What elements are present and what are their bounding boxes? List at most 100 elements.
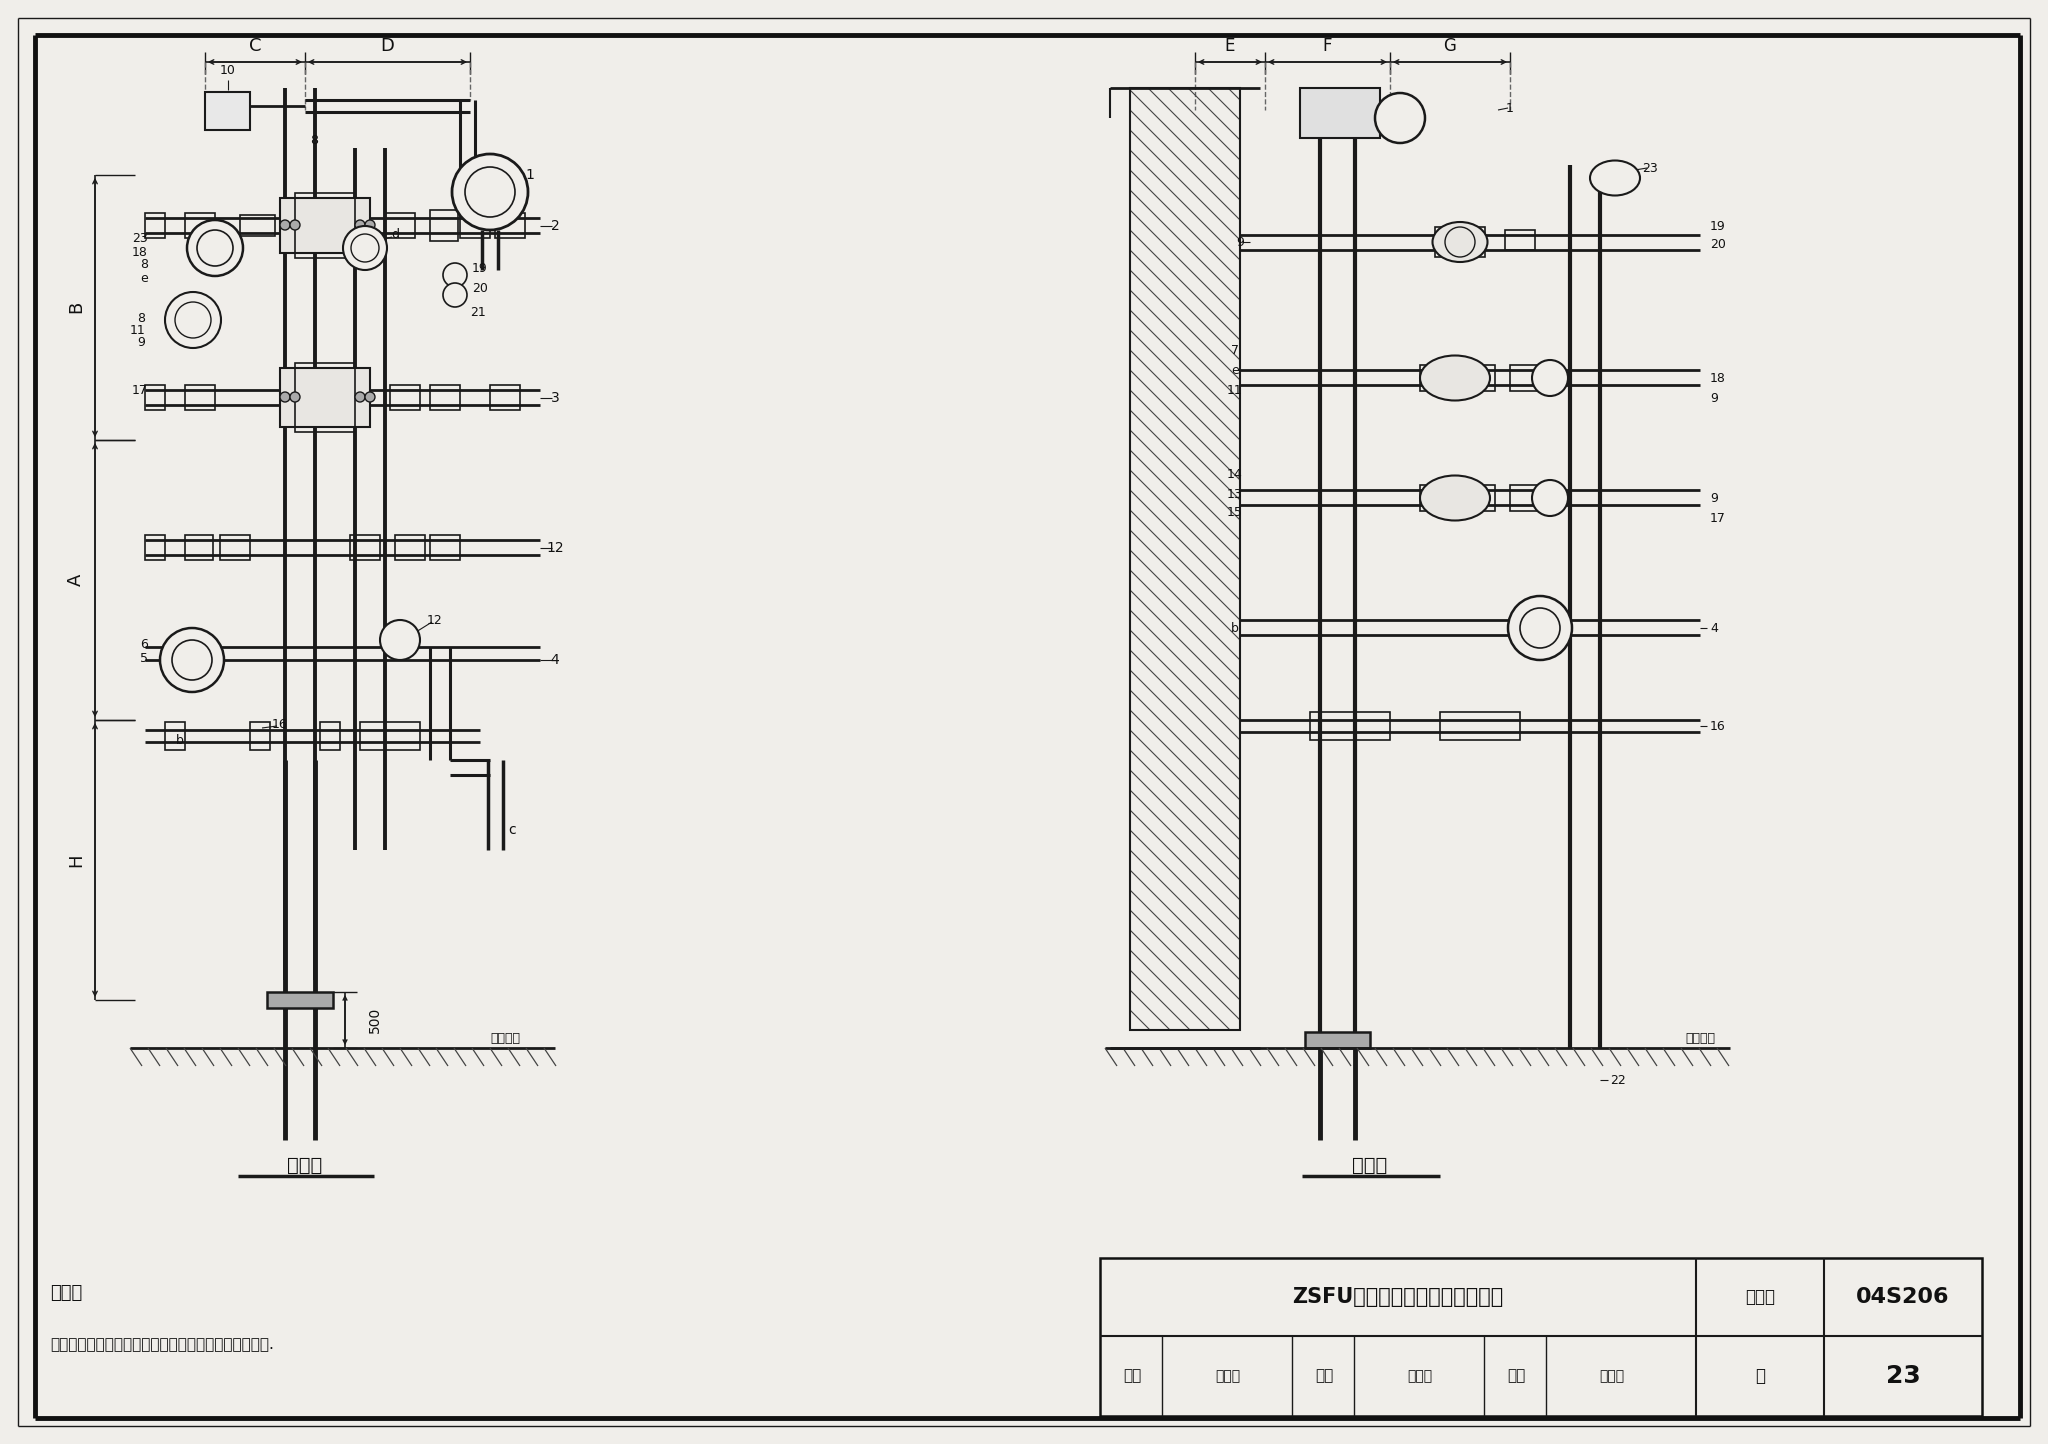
Bar [461, 214, 489, 238]
Text: 23: 23 [1642, 162, 1659, 175]
Circle shape [1532, 360, 1569, 396]
Bar [1509, 365, 1540, 391]
Text: ZSFU系列预作用报警阀组安装图: ZSFU系列预作用报警阀组安装图 [1292, 1287, 1503, 1307]
Text: e: e [1231, 364, 1239, 377]
Text: b: b [176, 734, 184, 747]
Text: 19: 19 [473, 261, 487, 274]
Text: 12: 12 [547, 542, 563, 554]
Circle shape [160, 628, 223, 692]
Circle shape [442, 283, 467, 308]
Bar [145, 386, 166, 410]
Bar [184, 534, 213, 560]
Bar [350, 534, 381, 560]
Text: 正视图: 正视图 [287, 1155, 324, 1174]
Bar [1419, 365, 1495, 391]
Bar [184, 386, 215, 410]
Text: 8: 8 [309, 133, 317, 146]
Bar [430, 534, 461, 560]
Text: 1: 1 [526, 168, 535, 182]
Circle shape [381, 619, 420, 660]
Bar [205, 92, 250, 130]
Text: G: G [1444, 38, 1456, 55]
Text: 页: 页 [1755, 1367, 1765, 1385]
Text: 6: 6 [139, 638, 147, 651]
Bar [145, 534, 166, 560]
Bar [1419, 485, 1495, 511]
Text: 11: 11 [129, 323, 145, 336]
Text: E: E [1225, 38, 1235, 55]
Circle shape [342, 227, 387, 270]
Text: 说明：: 说明： [49, 1284, 82, 1302]
Text: 1: 1 [1505, 101, 1513, 114]
Circle shape [365, 391, 375, 401]
Bar [1436, 227, 1485, 257]
Text: 18: 18 [133, 247, 147, 260]
Bar [430, 386, 461, 410]
Bar [250, 722, 270, 749]
Text: 18: 18 [1710, 371, 1726, 384]
Text: 17: 17 [1710, 511, 1726, 524]
Bar [166, 722, 184, 749]
Text: 王小冲: 王小冲 [1214, 1369, 1241, 1383]
Text: 卢石刚: 卢石刚 [1407, 1369, 1432, 1383]
Text: D: D [381, 38, 393, 55]
Ellipse shape [1419, 355, 1491, 400]
Text: C: C [248, 38, 262, 55]
Text: 5: 5 [139, 651, 147, 664]
Bar [184, 214, 215, 238]
Text: 侧视图: 侧视图 [1352, 1155, 1389, 1174]
Text: 04S206: 04S206 [1855, 1287, 1950, 1307]
Bar [281, 368, 371, 427]
Bar [1305, 1032, 1370, 1048]
Bar [1505, 230, 1536, 250]
Bar [489, 386, 520, 410]
Text: 9: 9 [1237, 235, 1243, 248]
Text: 4: 4 [1710, 621, 1718, 634]
Text: 500: 500 [369, 1006, 383, 1032]
Text: 23: 23 [133, 231, 147, 244]
Text: d: d [391, 228, 399, 241]
Bar [1300, 88, 1380, 139]
Circle shape [442, 263, 467, 287]
Text: F: F [1323, 38, 1331, 55]
Text: B: B [68, 300, 86, 313]
Text: 16: 16 [1710, 719, 1726, 732]
Circle shape [1532, 479, 1569, 516]
Bar [319, 722, 340, 749]
Circle shape [1507, 596, 1573, 660]
Circle shape [186, 219, 244, 276]
Circle shape [166, 292, 221, 348]
Text: 11: 11 [1227, 384, 1243, 397]
Circle shape [453, 155, 528, 230]
Circle shape [354, 391, 365, 401]
Text: 19: 19 [1710, 221, 1726, 234]
Text: 高红兰: 高红兰 [1599, 1369, 1624, 1383]
Ellipse shape [1589, 160, 1640, 195]
Bar [145, 214, 166, 238]
Circle shape [291, 219, 299, 230]
Bar [496, 214, 524, 238]
Text: 21: 21 [471, 306, 485, 319]
Bar [1130, 88, 1239, 1030]
Text: 17: 17 [133, 384, 147, 397]
Bar [1100, 1258, 1982, 1417]
Text: 室内地面: 室内地面 [489, 1031, 520, 1044]
Text: 14: 14 [1227, 468, 1243, 481]
Text: 室内地面: 室内地面 [1686, 1031, 1714, 1044]
Bar [219, 534, 250, 560]
Bar [430, 209, 459, 241]
Text: 9: 9 [137, 335, 145, 348]
Bar [266, 992, 334, 1008]
Text: 校对: 校对 [1315, 1369, 1333, 1383]
Circle shape [365, 219, 375, 230]
Circle shape [281, 219, 291, 230]
Bar [1509, 485, 1540, 511]
Bar [360, 722, 420, 749]
Bar [295, 193, 354, 258]
Text: 9: 9 [1710, 391, 1718, 404]
Circle shape [1374, 92, 1425, 143]
Circle shape [354, 219, 365, 230]
Bar [385, 214, 416, 238]
Bar [240, 215, 274, 235]
Text: 图集号: 图集号 [1745, 1288, 1776, 1305]
